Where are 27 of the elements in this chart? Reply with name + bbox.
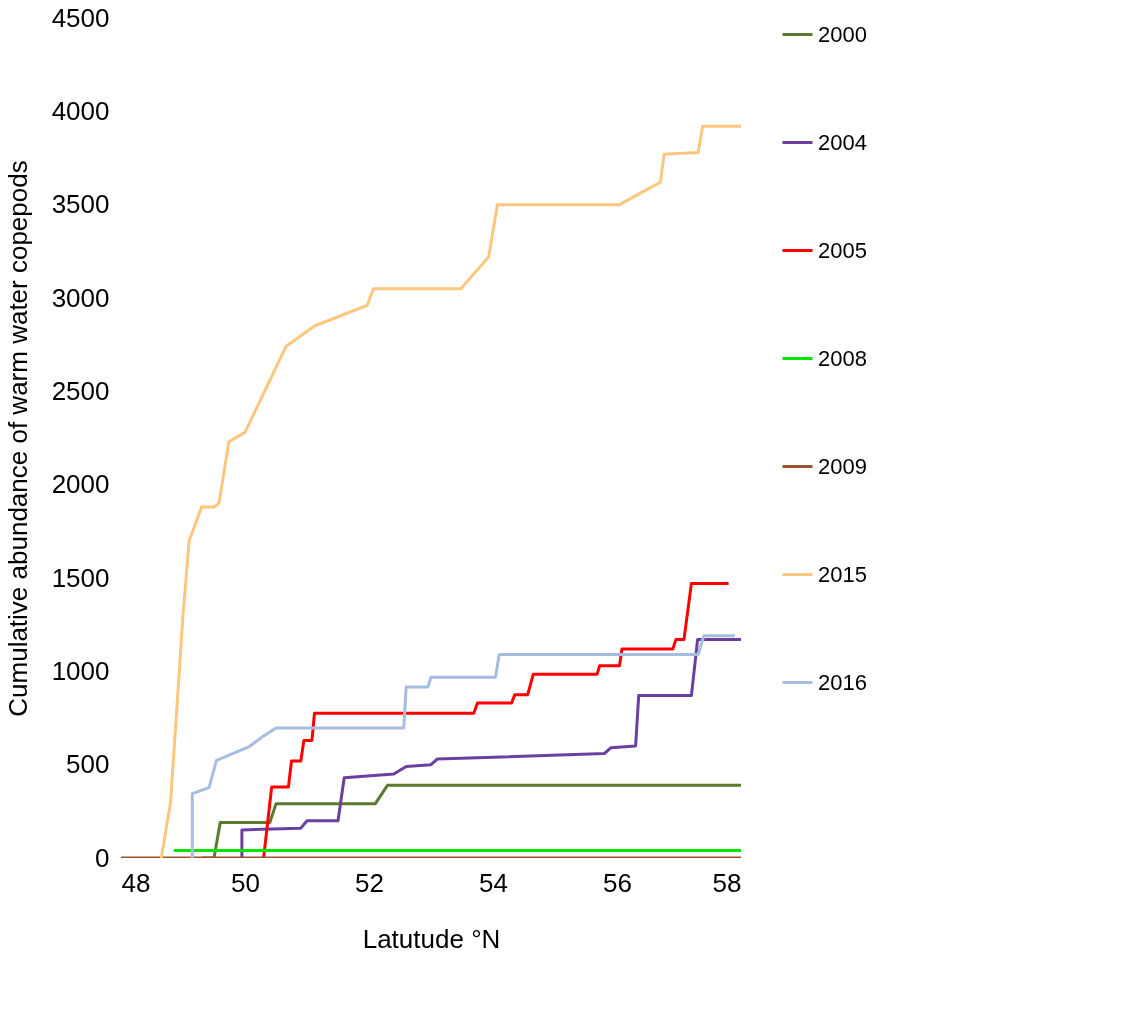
- legend-label: 2004: [818, 129, 867, 155]
- y-tick-label: 500: [66, 749, 110, 780]
- y-tick-label: 4500: [51, 2, 110, 33]
- legend-label: 2008: [818, 345, 867, 371]
- y-axis-title: Cumulative abundance of warm water copepods: [2, 160, 33, 717]
- y-tick-label: 3500: [51, 189, 110, 220]
- x-axis-title: Latutude °N: [362, 923, 501, 954]
- legend-label: 2005: [818, 237, 867, 263]
- x-tick-label: 50: [231, 867, 260, 898]
- legend-label: 2000: [818, 21, 867, 47]
- x-tick-label: 52: [355, 867, 384, 898]
- legend-label: 2015: [818, 561, 867, 587]
- x-tick-label: 56: [603, 867, 632, 898]
- legend-label: 2009: [818, 453, 867, 479]
- x-tick-label: 54: [479, 867, 508, 898]
- y-tick-label: 1000: [51, 655, 110, 686]
- x-tick-label: 48: [121, 867, 151, 898]
- y-tick-label: 0: [95, 842, 110, 873]
- x-tick-label: 58: [712, 867, 742, 898]
- legend-label: 2016: [818, 669, 867, 695]
- line-series: [159, 124, 741, 858]
- line-series: [262, 582, 731, 858]
- y-tick-label: 4000: [51, 95, 110, 126]
- y-tick-label: 3000: [51, 282, 110, 313]
- y-tick-label: 2500: [51, 375, 110, 406]
- y-tick-label: 2000: [51, 469, 110, 500]
- y-tick-label: 1500: [51, 562, 110, 593]
